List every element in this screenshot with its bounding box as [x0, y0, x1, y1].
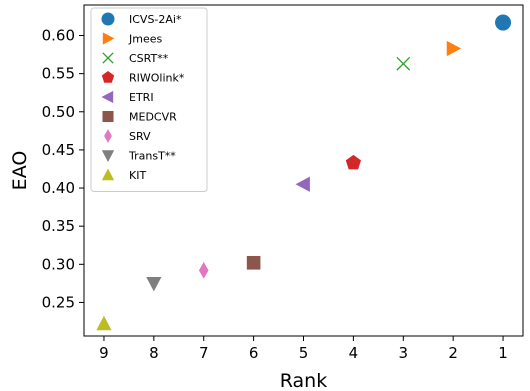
legend-label-transt: TransT**	[128, 150, 176, 163]
x-tick-label: 5	[299, 344, 309, 362]
legend-label-kit: KIT	[129, 169, 146, 182]
legend-marker-icvs-2ai	[101, 12, 115, 26]
x-tick-label: 4	[349, 344, 359, 362]
y-tick-label: 0.55	[42, 65, 75, 83]
legend-label-jmees: Jmees	[128, 33, 162, 46]
y-tick-label: 0.45	[42, 141, 75, 159]
data-point-medcvr	[246, 255, 261, 270]
legend-label-icvs-2ai: ICVS-2Ai*	[129, 13, 182, 26]
y-tick-label: 0.60	[42, 27, 75, 45]
legend-label-medcvr: MEDCVR	[129, 111, 177, 124]
y-tick-label: 0.30	[42, 255, 75, 273]
x-tick-label: 7	[199, 344, 209, 362]
y-tick-label: 0.25	[42, 293, 75, 311]
legend-marker-srv	[104, 129, 112, 143]
x-tick-label: 6	[249, 344, 259, 362]
legend-label-etri: ETRI	[129, 91, 154, 104]
data-point-etri	[295, 176, 310, 192]
data-point-transt	[146, 276, 162, 292]
legend-label-srv: SRV	[129, 130, 151, 143]
legend-label-riwolink: RIWOlink*	[129, 72, 185, 85]
x-tick-label: 2	[448, 344, 458, 362]
legend-marker-jmees	[102, 32, 115, 45]
data-point-jmees	[446, 40, 462, 57]
data-point-riwolink	[345, 154, 361, 170]
x-axis: 9 8 7 6 5 4 3 2 1	[99, 336, 508, 362]
y-tick-label: 0.50	[42, 103, 75, 121]
legend-marker-kit	[101, 168, 115, 181]
y-tick-label: 0.35	[42, 217, 75, 235]
data-point-kit	[96, 315, 112, 331]
x-axis-label: Rank	[280, 370, 327, 391]
data-point-icvs-2ai	[495, 14, 512, 31]
y-axis-label: EAO	[9, 151, 31, 191]
legend: ICVS-2Ai* Jmees CSRT** RIWOlink* ETRI MEDCVR S…	[90, 7, 208, 192]
legend-marker-transt	[101, 150, 115, 162]
data-point-csrt	[396, 56, 411, 71]
x-tick-label: 8	[149, 344, 159, 362]
legend-marker-riwolink	[101, 71, 115, 83]
y-axis: 0.25 0.30 0.35 0.40 0.45 0.50 0.55 0.60	[42, 27, 84, 311]
data-points	[96, 14, 512, 331]
legend-marker-medcvr	[102, 110, 114, 123]
legend-label-csrt: CSRT**	[129, 52, 169, 65]
x-tick-label: 1	[498, 344, 508, 362]
x-tick-label: 9	[99, 344, 109, 362]
legend-marker-etri	[101, 90, 114, 104]
legend-marker-csrt	[102, 52, 114, 64]
x-tick-label: 3	[398, 344, 408, 362]
legend-box	[90, 7, 208, 192]
y-tick-label: 0.40	[42, 179, 75, 197]
data-point-srv	[198, 262, 209, 279]
